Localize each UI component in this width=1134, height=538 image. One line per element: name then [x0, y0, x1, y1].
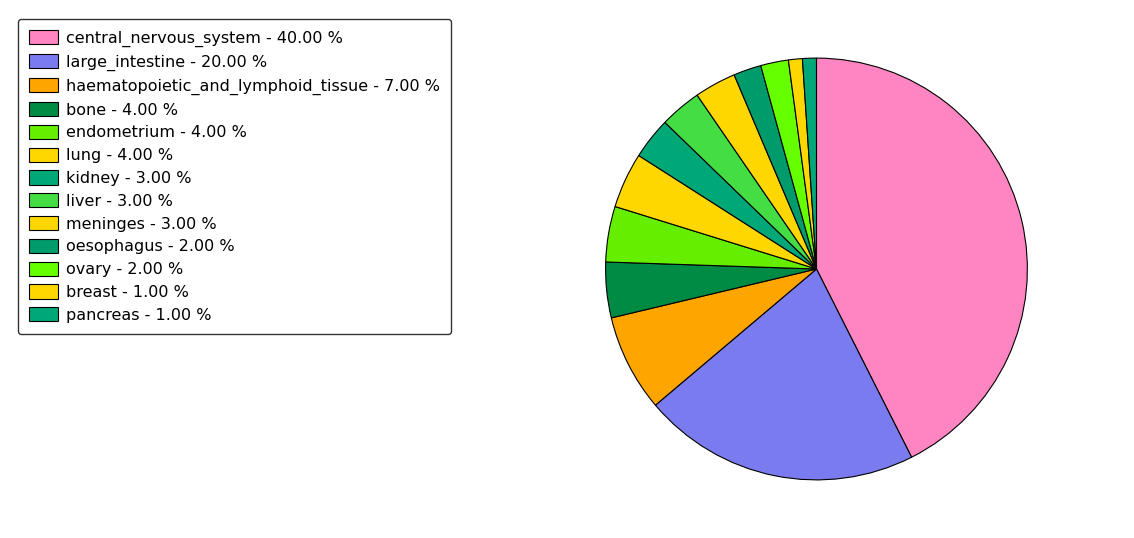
- Wedge shape: [606, 207, 816, 269]
- Legend: central_nervous_system - 40.00 %, large_intestine - 20.00 %, haematopoietic_and_: central_nervous_system - 40.00 %, large_…: [18, 19, 451, 334]
- Wedge shape: [816, 58, 1027, 457]
- Wedge shape: [638, 122, 816, 269]
- Wedge shape: [655, 269, 912, 480]
- Wedge shape: [788, 59, 816, 269]
- Wedge shape: [761, 60, 816, 269]
- Wedge shape: [606, 262, 816, 318]
- Wedge shape: [611, 269, 816, 405]
- Wedge shape: [697, 75, 816, 269]
- Wedge shape: [734, 66, 816, 269]
- Wedge shape: [665, 95, 816, 269]
- Wedge shape: [803, 58, 816, 269]
- Wedge shape: [615, 155, 816, 269]
